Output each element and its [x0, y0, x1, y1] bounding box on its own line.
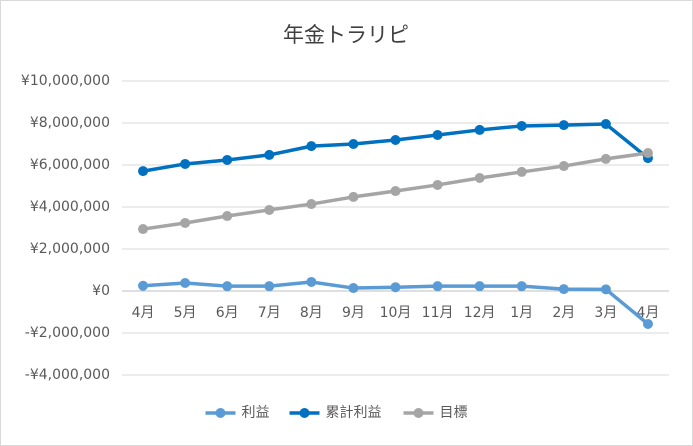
- data-point: [264, 281, 275, 292]
- data-point: [306, 276, 317, 287]
- data-point: [558, 120, 569, 131]
- data-point: [390, 186, 401, 197]
- x-tick-label: 11月: [422, 305, 454, 321]
- x-tick-label: 3月: [594, 305, 617, 321]
- data-point: [306, 141, 317, 152]
- data-point: [306, 199, 317, 210]
- data-point: [600, 119, 611, 130]
- x-tick-label: 2月: [552, 305, 575, 321]
- data-point: [348, 283, 359, 294]
- data-point: [348, 191, 359, 202]
- data-point: [600, 284, 611, 295]
- legend-label: 利益: [242, 405, 270, 421]
- data-point: [642, 318, 653, 329]
- data-point: [138, 280, 149, 291]
- y-tick-label: -¥2,000,000: [25, 325, 110, 341]
- legend-marker: [215, 408, 226, 418]
- data-point: [222, 281, 233, 292]
- chart-title: 年金トラリピ: [283, 23, 409, 47]
- data-point: [432, 129, 443, 140]
- data-point: [600, 153, 611, 164]
- data-point: [516, 120, 527, 131]
- data-point: [474, 173, 485, 184]
- data-point: [264, 149, 275, 160]
- x-tick-label: 6月: [216, 305, 239, 321]
- data-point: [138, 224, 149, 235]
- data-point: [222, 211, 233, 222]
- data-point: [222, 154, 233, 165]
- data-point: [432, 281, 443, 292]
- x-tick-label: 8月: [300, 305, 323, 321]
- y-tick-label: ¥2,000,000: [30, 241, 110, 257]
- legend-marker: [299, 408, 310, 418]
- x-tick-label: 9月: [342, 305, 365, 321]
- data-point: [390, 282, 401, 293]
- data-point: [474, 281, 485, 292]
- data-point: [642, 148, 653, 159]
- data-point: [432, 179, 443, 190]
- data-point: [138, 166, 149, 177]
- data-point: [516, 166, 527, 177]
- legend-label: 目標: [440, 405, 468, 421]
- y-tick-label: ¥4,000,000: [30, 199, 110, 215]
- data-point: [180, 278, 191, 289]
- data-point: [180, 217, 191, 228]
- x-tick-label: 5月: [174, 305, 197, 321]
- x-tick-label: 1月: [510, 305, 533, 321]
- legend-marker: [413, 408, 424, 418]
- x-tick-label: 4月: [132, 305, 155, 321]
- data-point: [180, 158, 191, 169]
- x-tick-label: 10月: [380, 305, 412, 321]
- x-tick-label: 7月: [258, 305, 281, 321]
- data-point: [558, 284, 569, 295]
- y-tick-label: ¥0: [92, 283, 110, 299]
- legend-label: 累計利益: [326, 405, 382, 421]
- x-tick-label: 12月: [464, 305, 496, 321]
- y-tick-label: ¥10,000,000: [21, 73, 110, 89]
- y-tick-label: -¥4,000,000: [25, 367, 110, 383]
- y-tick-label: ¥6,000,000: [30, 157, 110, 173]
- y-tick-label: ¥8,000,000: [30, 115, 110, 131]
- data-point: [390, 135, 401, 146]
- data-point: [516, 281, 527, 292]
- data-point: [264, 204, 275, 215]
- data-point: [558, 161, 569, 172]
- data-point: [474, 124, 485, 135]
- data-point: [348, 139, 359, 149]
